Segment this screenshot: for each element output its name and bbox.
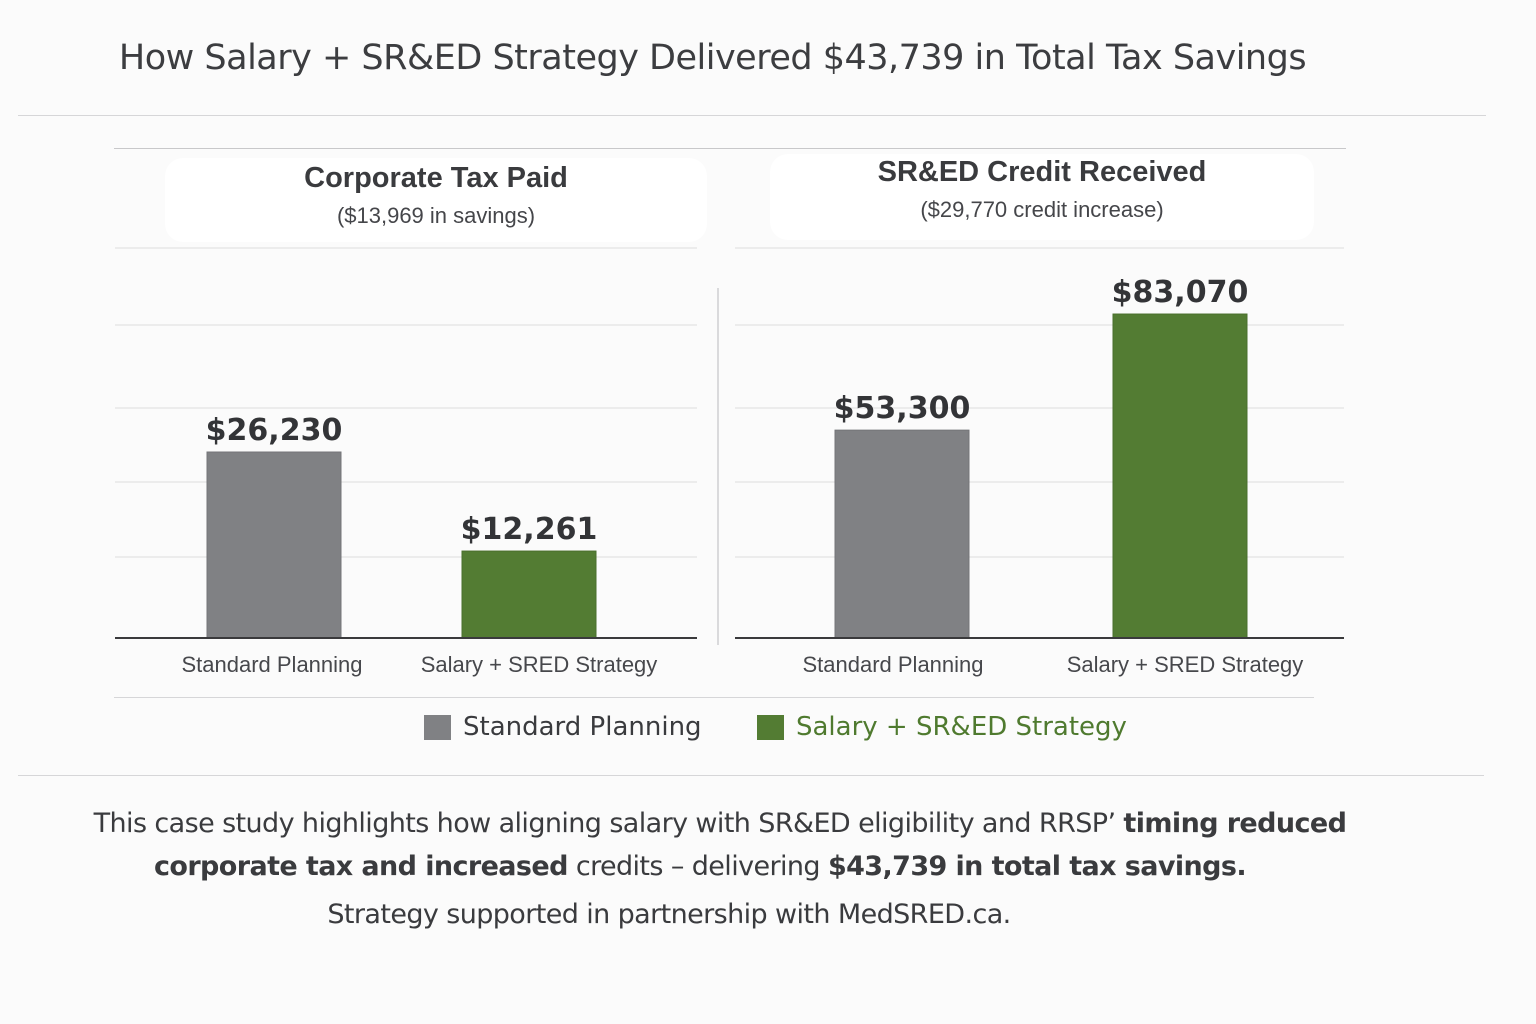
panel-title: Corporate Tax Paid bbox=[304, 162, 568, 194]
legend-label: Salary + SR&ED Strategy bbox=[796, 712, 1127, 742]
data-label: $12,261 bbox=[461, 512, 598, 547]
bar bbox=[834, 429, 970, 639]
panel-title: SR&ED Credit Received bbox=[877, 156, 1207, 188]
data-label: $26,230 bbox=[206, 413, 343, 448]
bar bbox=[1112, 313, 1248, 639]
legend-item-standard: Standard Planning bbox=[424, 712, 702, 742]
panel-subtitle: ($13,969 in savings) bbox=[336, 203, 536, 228]
footer-line-3: Strategy supported in partnership with M… bbox=[327, 899, 1011, 930]
x-tick-label: Standard Planning bbox=[181, 652, 363, 677]
divider bbox=[114, 148, 1346, 149]
legend-label: Standard Planning bbox=[463, 712, 702, 742]
legend-item-strategy: Salary + SR&ED Strategy bbox=[757, 712, 1127, 742]
divider bbox=[18, 775, 1484, 776]
panel-header-sred-credit: SR&ED Credit Received ($29,770 credit in… bbox=[770, 154, 1314, 240]
data-label: $83,070 bbox=[1112, 275, 1249, 310]
legend-swatch bbox=[424, 714, 451, 740]
footer-emphasis: corporate tax and increased bbox=[153, 851, 568, 882]
x-tick-label: Salary + SRED Strategy bbox=[420, 652, 658, 677]
footer-emphasis: timing reduced bbox=[1123, 808, 1347, 839]
footer-text: This case study highlights how aligning … bbox=[93, 808, 1124, 839]
x-tick-label: Salary + SRED Strategy bbox=[1066, 652, 1304, 677]
footer-line-1: This case study highlights how aligning … bbox=[0, 808, 1440, 839]
panel-subtitle: ($29,770 credit increase) bbox=[920, 197, 1164, 222]
data-label: $53,300 bbox=[834, 391, 971, 426]
x-tick-label: Standard Planning bbox=[802, 652, 984, 677]
footer-emphasis: $43,739 in total tax savings. bbox=[827, 851, 1247, 882]
panel-header-corporate-tax: Corporate Tax Paid ($13,969 in savings) bbox=[165, 158, 707, 242]
chart-title: How Salary + SR&ED Strategy Delivered $4… bbox=[118, 38, 1307, 78]
legend-swatch bbox=[757, 714, 784, 740]
bar bbox=[461, 550, 597, 639]
footer-text: credits – delivering bbox=[567, 851, 828, 882]
divider bbox=[18, 115, 1486, 116]
bar bbox=[206, 451, 342, 639]
footer-line-2: corporate tax and increased credits – de… bbox=[0, 851, 1420, 882]
divider bbox=[114, 697, 1314, 698]
